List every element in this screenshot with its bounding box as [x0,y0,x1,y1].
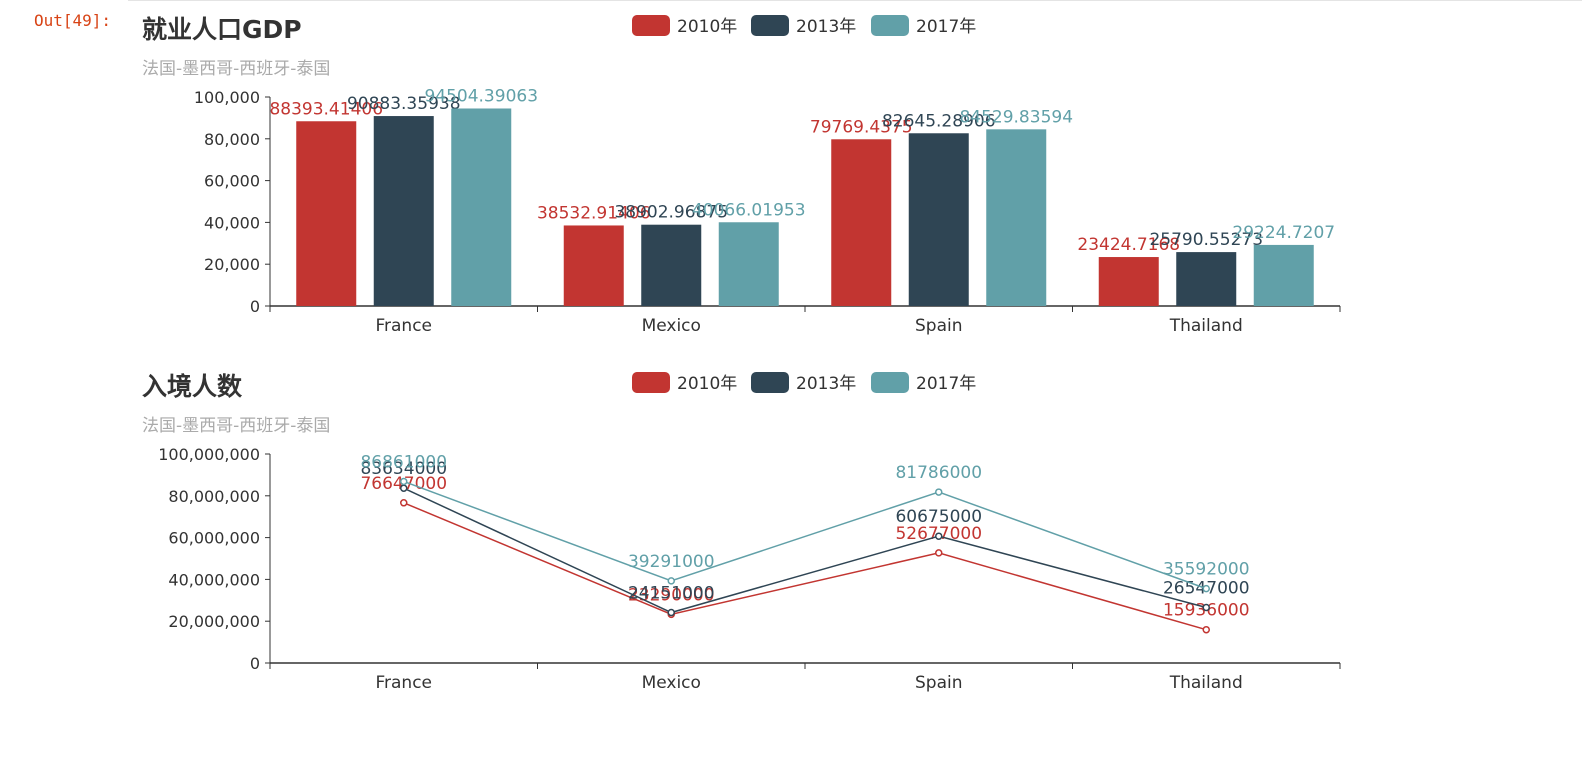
bar [908,133,969,306]
legend-swatch [871,15,909,36]
point-data-label: 86861000 [360,452,447,472]
y-tick-label: 100,000 [194,88,260,107]
point-data-label: 24151000 [628,584,715,604]
line-point [935,488,943,496]
bar-data-label: 38902.96875 [614,203,728,223]
bar [831,139,892,306]
x-tick-label: France [375,316,432,336]
bar [373,116,434,307]
y-tick-label: 40,000 [204,213,260,232]
y-tick-label: 60,000,000 [168,529,260,548]
y-tick-label: 0 [250,654,260,673]
output-top-border [128,0,1582,1]
bar [986,129,1047,306]
y-tick-label: 20,000,000 [168,612,260,631]
point-data-label: 81786000 [895,463,982,483]
point-data-label: 83634000 [360,459,447,479]
legend-label: 2013年 [796,374,856,394]
bar-data-label: 84529.83594 [959,107,1073,127]
x-tick-label: Spain [915,316,963,336]
legend-swatch [632,372,670,393]
line-point [1202,625,1210,634]
legend-label: 2010年 [677,17,737,37]
bar-data-label: 25790.55273 [1149,230,1263,250]
chart-title: 入境人数 [142,372,243,401]
line-point [667,608,675,617]
legend-label: 2017年 [916,374,976,394]
x-tick-label: Thailand [1169,673,1243,693]
x-tick-label: Mexico [642,673,701,693]
y-tick-label: 80,000 [204,130,260,149]
series-line [403,502,1207,631]
legend-label: 2013年 [796,17,856,37]
bar-data-label: 82645.28906 [882,111,996,131]
legend-label: 2010年 [677,374,737,394]
bar-data-label: 38532.91406 [537,203,651,223]
line-point [400,484,408,492]
series-line [403,487,1207,614]
x-tick-label: Thailand [1169,316,1243,336]
line-point [935,532,943,540]
arrivals-plot-area: 2010年 2013年 2017年 0 20,000,000 40,000,000 60,0… [158,372,1341,693]
bar [451,108,512,306]
bar [718,222,779,306]
bar-data-label: 94504.39063 [424,86,538,106]
point-data-label: 35592000 [1163,560,1250,580]
bar-data-label: 79769.4375 [810,117,913,137]
bar-data-label: 29224.7207 [1232,223,1335,243]
legend-swatch [632,15,670,36]
chart-title: 就业人口GDP [142,15,302,44]
point-data-label: 39291000 [628,552,715,572]
legend-swatch [751,15,789,36]
gdp-plot-area: 2010年 2013年 2017年 0 20,000 40,000 60,000 80,000… [194,15,1341,336]
bar [1253,244,1314,306]
y-tick-label: 100,000,000 [158,445,260,464]
line-point [400,499,408,507]
bar [563,225,624,306]
legend-swatch [871,372,909,393]
bar-data-label: 40066.01953 [692,200,806,220]
bar [1098,257,1159,306]
point-data-label: 60675000 [895,507,982,527]
chart-subtitle: 法国-墨西哥-西班牙-泰国 [142,416,331,436]
bar-data-label: 88393.41406 [269,99,383,119]
line-point [1202,584,1210,593]
line-point [667,577,675,585]
legend-label: 2017年 [916,17,976,37]
line-point [935,549,943,557]
y-tick-label: 0 [250,297,260,316]
x-tick-label: Mexico [642,316,701,336]
y-tick-label: 20,000 [204,255,260,274]
x-tick-label: France [375,673,432,693]
cell-output-prompt: Out[49]: [34,11,112,30]
y-tick-label: 60,000 [204,172,260,191]
y-tick-label: 40,000,000 [168,570,260,589]
chart-subtitle: 法国-墨西哥-西班牙-泰国 [142,59,331,79]
point-data-label: 23290000 [628,585,715,605]
legend-swatch [751,372,789,393]
gdp-bar-chart: 就业人口GDP 法国-墨西哥-西班牙-泰国 2010年 2013年 2017年 0 20… [128,0,1582,356]
bar [1176,252,1237,306]
bar-data-label: 90883.35938 [347,94,461,114]
line-point [1202,603,1210,612]
bar [296,121,357,306]
line-point [400,477,408,486]
bar [641,224,702,306]
series-line [403,480,1207,590]
x-tick-label: Spain [915,673,963,693]
y-tick-label: 80,000,000 [168,487,260,506]
arrivals-line-chart: 入境人数 法国-墨西哥-西班牙-泰国 2010年 2013年 2017年 0 20,00… [128,357,1582,713]
bar-data-label: 23424.7168 [1077,235,1180,255]
